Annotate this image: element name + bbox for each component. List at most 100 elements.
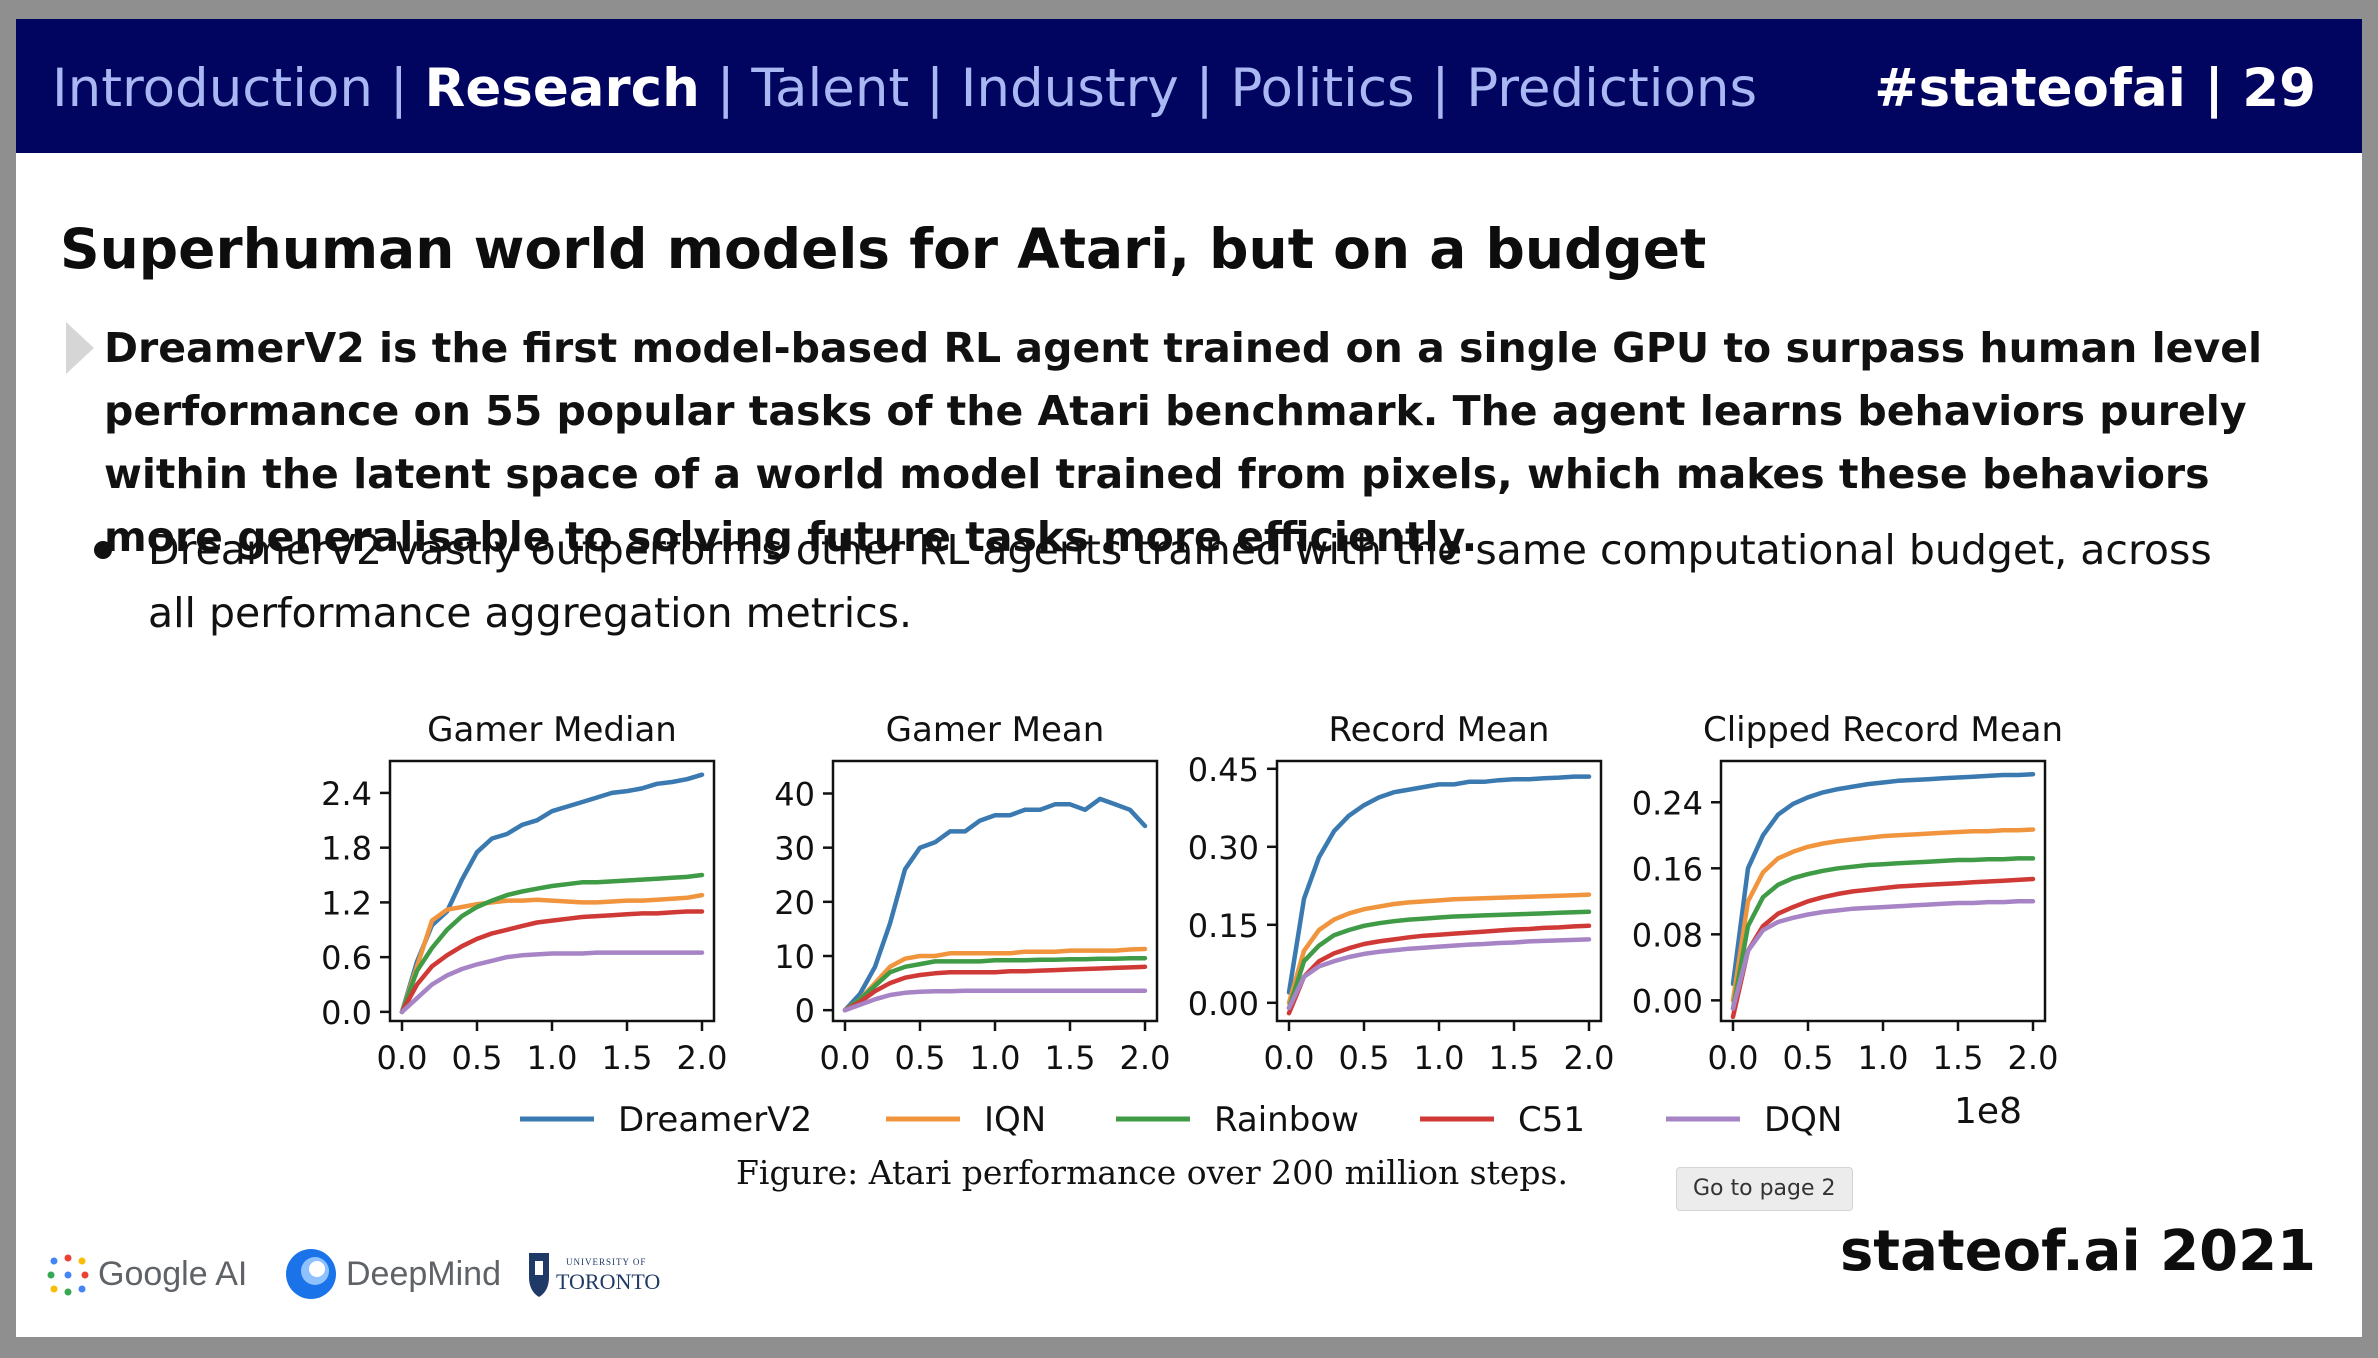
- series-line-iqn: [842, 946, 1148, 1013]
- toronto-logo-text: TORONTO: [556, 1269, 661, 1294]
- nav-separator: |: [1431, 58, 1450, 119]
- x-tick-label: 0.0: [1708, 1039, 1759, 1077]
- bullet-text: DreamerV2 vastly outperforms other RL ag…: [148, 526, 2212, 637]
- nav-talent[interactable]: Talent: [751, 58, 910, 119]
- y-tick-label: 0.00: [1188, 985, 1259, 1023]
- x-tick-label: 1.0: [527, 1039, 578, 1077]
- y-tick-label: 30: [774, 830, 815, 868]
- section-nav: Introduction | Research | Talent | Indus…: [52, 57, 1757, 121]
- x-tick-label: 2.0: [677, 1039, 728, 1077]
- series-line-dreamerv2: [399, 772, 705, 1015]
- chart-panel: Clipped Record Mean 0.00 0.08 0.16 0.24 0.0 0.…: [1632, 710, 2063, 1077]
- series-line-rainbow: [1730, 856, 2036, 1011]
- x-tick-label: 1.5: [1045, 1039, 1096, 1077]
- series-line-rainbow: [842, 955, 1148, 1013]
- chart-title: Record Mean: [1329, 710, 1550, 750]
- page-number: 29: [2242, 58, 2316, 119]
- brand-label: stateof.ai 2021: [1839, 1219, 2316, 1284]
- legend-label: Rainbow: [1214, 1100, 1359, 1140]
- deepmind-logo-text: DeepMind: [346, 1255, 501, 1293]
- x-tick-label: 0.5: [1783, 1039, 1834, 1077]
- y-tick-label: 0.0: [321, 994, 372, 1032]
- series-line-dreamerv2: [1286, 774, 1592, 995]
- y-tick-label: 0.16: [1632, 850, 1703, 888]
- series-line-c51: [1730, 876, 2036, 1020]
- x-tick-label: 0.0: [1264, 1039, 1315, 1077]
- nav-introduction[interactable]: Introduction: [52, 58, 373, 119]
- y-tick-label: 0.30: [1188, 829, 1259, 867]
- series-line-dqn: [399, 950, 705, 1015]
- nav-separator: |: [1195, 58, 1214, 119]
- hashtag: #stateofai: [1874, 58, 2186, 119]
- legend-item: C51: [1420, 1100, 1585, 1140]
- x-tick-label: 1.0: [970, 1039, 1021, 1077]
- chart-title: Clipped Record Mean: [1703, 710, 2063, 750]
- chart-panels: Gamer Median 0.0 0.6 1.2 1.8 2.4 0.0 0.5 1.0 1.5 2…: [321, 710, 2063, 1077]
- bullet-icon: [94, 541, 112, 559]
- x-tick-label: 2.0: [1564, 1039, 1615, 1077]
- y-tick-label: 20: [774, 884, 815, 922]
- page-tag: #stateofai | 29: [1874, 57, 2316, 121]
- chart-panel: Gamer Median 0.0 0.6 1.2 1.8 2.4 0.0 0.5 1.0 1.5 2…: [321, 710, 727, 1077]
- x-tick-label: 0.5: [452, 1039, 503, 1077]
- nav-separator: |: [926, 58, 944, 119]
- y-tick-label: 40: [774, 776, 815, 814]
- y-tick-label: 1.2: [321, 884, 372, 922]
- y-tick-label: 0.24: [1632, 784, 1703, 822]
- x-tick-label: 1.0: [1858, 1039, 1909, 1077]
- x-tick-label: 0.0: [377, 1039, 428, 1077]
- legend-item: DQN: [1666, 1100, 1842, 1140]
- x-tick-label: 1.5: [1489, 1039, 1540, 1077]
- x-tick-label: 2.0: [2008, 1039, 2059, 1077]
- page-tag-separator: |: [2204, 58, 2224, 119]
- y-tick-label: 0.45: [1188, 751, 1259, 789]
- chart-panel: Gamer Mean 0 10 20 30 40 0.0 0.5 1.0 1.5 2.0: [774, 710, 1170, 1077]
- x-tick-label: 1.5: [602, 1039, 653, 1077]
- legend-item: Rainbow: [1116, 1100, 1359, 1140]
- x-tick-label: 1.5: [1933, 1039, 1984, 1077]
- series-line-dreamerv2: [1730, 771, 2036, 987]
- legend: DreamerV2 IQN Rainbow C51 DQN: [520, 1100, 1842, 1140]
- nav-separator: |: [716, 58, 735, 119]
- series-line-dqn: [842, 988, 1148, 1013]
- nav-politics[interactable]: Politics: [1230, 58, 1415, 119]
- series-line-c51: [1286, 923, 1592, 1016]
- lead-paragraph: DreamerV2 is the first model-based RL ag…: [104, 324, 2263, 561]
- chart-panel: Record Mean 0.00 0.15 0.30 0.45 0.0 0.5 1.0 1.5 2…: [1188, 710, 1615, 1077]
- atari-figure: Gamer Median 0.0 0.6 1.2 1.8 2.4 0.0 0.5 1.0 1.5 2…: [321, 710, 2063, 1192]
- legend-item: IQN: [886, 1100, 1046, 1140]
- slide: Introduction | Research | Talent | Indus…: [16, 19, 2362, 1337]
- slide-title: Superhuman world models for Atari, but o…: [60, 217, 1707, 281]
- nav-industry[interactable]: Industry: [960, 58, 1179, 119]
- x-tick-label: 2.0: [1120, 1039, 1171, 1077]
- chart-title: Gamer Median: [427, 710, 677, 750]
- google-ai-icon: [47, 1254, 89, 1296]
- y-tick-label: 0.08: [1632, 916, 1703, 954]
- deepmind-icon: [286, 1249, 336, 1299]
- google-ai-logo-text: Google AI: [98, 1255, 248, 1293]
- figure-caption: Figure: Atari performance over 200 milli…: [736, 1153, 1568, 1192]
- plot-frame: [1275, 759, 1603, 1023]
- y-tick-label: 10: [774, 938, 815, 976]
- go-to-page-button[interactable]: Go to page 2: [1676, 1167, 1853, 1211]
- partner-logos: Google AI DeepMind UNIVERSITY OF TORONTO: [46, 1241, 686, 1311]
- series-line-c51: [842, 964, 1148, 1013]
- legend-item: DreamerV2: [520, 1100, 812, 1140]
- header-banner: Introduction | Research | Talent | Indus…: [16, 19, 2362, 153]
- legend-label: IQN: [984, 1100, 1046, 1140]
- y-tick-label: 0.00: [1632, 982, 1703, 1020]
- series-line-c51: [399, 909, 705, 1015]
- nav-research[interactable]: Research: [424, 58, 700, 119]
- toronto-small-text: UNIVERSITY OF: [566, 1257, 647, 1267]
- chart-title: Gamer Mean: [886, 710, 1105, 750]
- y-tick-label: 0: [795, 992, 815, 1030]
- series-line-iqn: [399, 892, 705, 1015]
- y-tick-label: 0.15: [1188, 907, 1259, 945]
- series-line-rainbow: [1286, 909, 1592, 1011]
- y-tick-label: 0.6: [321, 939, 372, 977]
- y-tick-label: 1.8: [321, 830, 372, 868]
- series-line-rainbow: [399, 872, 705, 1015]
- nav-predictions[interactable]: Predictions: [1466, 58, 1758, 119]
- x-tick-label: 1.0: [1414, 1039, 1465, 1077]
- series-line-dqn: [1286, 937, 1592, 1011]
